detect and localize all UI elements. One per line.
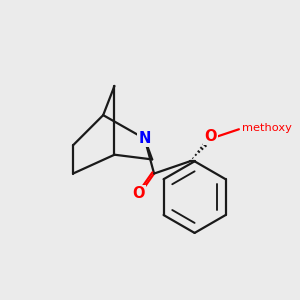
Text: O: O bbox=[204, 129, 217, 144]
Text: methoxy: methoxy bbox=[242, 123, 292, 133]
Text: N: N bbox=[139, 131, 151, 146]
Text: O: O bbox=[133, 186, 145, 201]
